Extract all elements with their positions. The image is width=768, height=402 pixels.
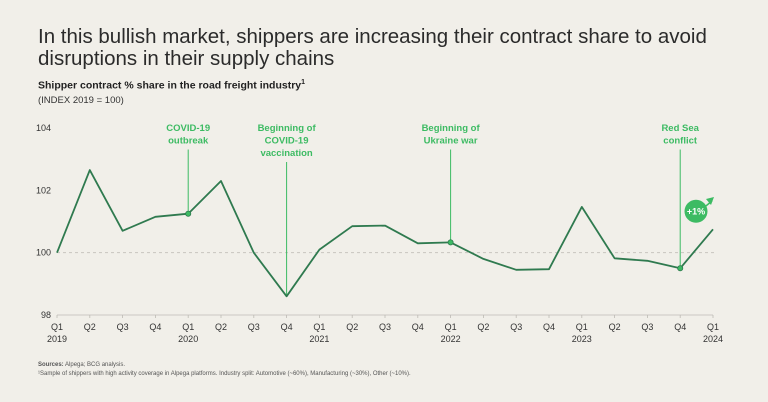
x-tick-label: Q4	[281, 322, 293, 332]
y-tick-label: 100	[36, 248, 51, 258]
x-tick-label: Q3	[248, 322, 260, 332]
sources-line: Sources: Alpega; BCG analysis.	[38, 361, 411, 370]
x-tick-label: Q1	[707, 322, 719, 332]
x-tick-label: Q1	[182, 322, 194, 332]
annotation-marker	[447, 239, 454, 246]
annotation-label: COVID-19	[265, 136, 309, 147]
subtitle-footnote-mark: 1	[301, 79, 306, 86]
y-tick-label: 104	[36, 123, 51, 133]
year-label: 2022	[441, 334, 461, 344]
series-line	[56, 169, 714, 298]
annotation-marker	[677, 265, 684, 272]
change-badge-label: +1%	[687, 207, 705, 217]
x-tick-label: Q4	[149, 322, 161, 332]
x-tick-label: Q2	[215, 322, 227, 332]
year-label: 2020	[178, 334, 198, 344]
x-tick-label: Q1	[313, 322, 325, 332]
annotation-label: Ukraine war	[424, 136, 478, 147]
y-tick-label: 102	[36, 185, 51, 195]
annotation-marker	[185, 210, 192, 217]
annotation-label: Beginning of	[258, 123, 317, 134]
x-tick-label: Q1	[445, 322, 457, 332]
sources-text: Alpega; BCG analysis.	[65, 362, 126, 368]
x-tick-label: Q2	[346, 322, 358, 332]
x-tick-label: Q3	[510, 322, 522, 332]
sources-label: Sources:	[38, 362, 64, 368]
x-tick-label: Q2	[84, 322, 96, 332]
x-tick-label: Q2	[609, 322, 621, 332]
change-badge	[684, 199, 708, 223]
footnote: ¹Sample of shippers with high activity c…	[38, 371, 411, 377]
annotation-label: outbreak	[168, 136, 209, 147]
chart-subtitle: Shipper contract % share in the road fre…	[38, 79, 305, 92]
headline: In this bullish market, shippers are inc…	[38, 25, 707, 70]
year-label: 2019	[47, 334, 67, 344]
annotation-label: conflict	[663, 136, 698, 147]
x-tick-label: Q3	[379, 322, 391, 332]
y-tick-label: 98	[41, 310, 51, 320]
x-tick-label: Q4	[412, 322, 424, 332]
annotation-label: COVID-19	[166, 123, 210, 134]
annotation-label: Red Sea	[661, 123, 699, 134]
annotation-label: Beginning of	[422, 123, 481, 134]
year-label: 2024	[703, 334, 723, 344]
x-tick-label: Q3	[117, 322, 129, 332]
x-tick-label: Q4	[543, 322, 555, 332]
year-label: 2023	[572, 334, 592, 344]
x-tick-label: Q4	[674, 322, 686, 332]
x-tick-label: Q1	[51, 322, 63, 332]
chart-subtitle-text: Shipper contract % share in the road fre…	[38, 79, 302, 92]
footer: Sources: Alpega; BCG analysis. ¹Sample o…	[38, 361, 411, 379]
index-note: (INDEX 2019 = 100)	[38, 95, 124, 106]
x-tick-label: Q2	[477, 322, 489, 332]
x-tick-label: Q1	[576, 322, 588, 332]
x-tick-label: Q3	[641, 322, 653, 332]
trend-arrow-head	[706, 197, 714, 205]
annotation-label: vaccination	[260, 148, 312, 159]
year-label: 2021	[309, 334, 329, 344]
